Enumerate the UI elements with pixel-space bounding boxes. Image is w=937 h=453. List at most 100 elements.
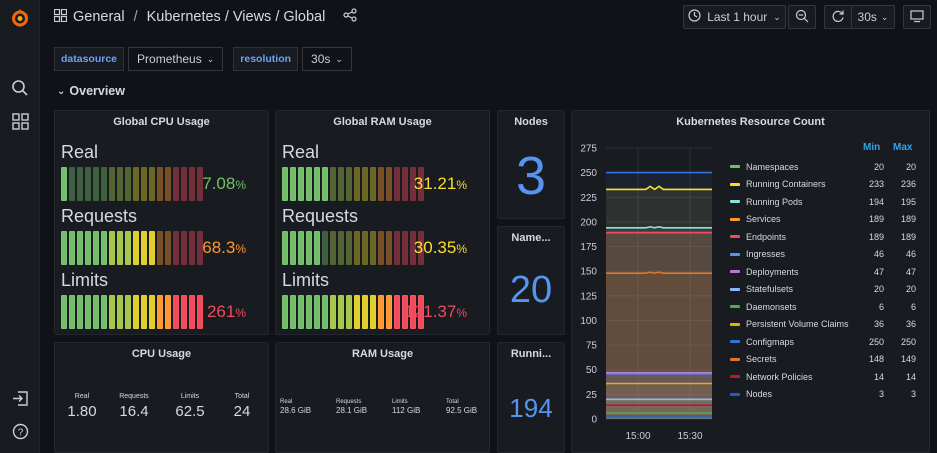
refresh-interval-label: 30s: [857, 10, 877, 24]
stat-value: 3: [515, 146, 547, 206]
legend-min-value: 3: [878, 389, 884, 399]
legend-swatch: [730, 305, 740, 308]
time-range-label: Last 1 hour: [707, 10, 768, 24]
refresh-button[interactable]: [824, 5, 852, 29]
resolution-value: 30s: [311, 52, 331, 66]
legend-min-header[interactable]: Min: [863, 142, 881, 153]
legend-min-value: 20: [873, 284, 884, 294]
legend-swatch: [730, 322, 740, 326]
legend-item[interactable]: Namespaces 20 20: [730, 158, 916, 175]
help-icon[interactable]: ?: [0, 420, 40, 442]
breadcrumb-folder[interactable]: General: [73, 9, 125, 25]
time-picker-button[interactable]: Last 1 hour ⌄: [683, 5, 786, 29]
gauge-segment: [386, 167, 392, 201]
gauge-value: 7.08%: [202, 174, 246, 193]
legend-series-name: Secrets: [746, 354, 777, 364]
tv-mode-button[interactable]: [903, 5, 931, 29]
gauge-bar: [282, 167, 424, 201]
legend-swatch: [730, 340, 740, 343]
gauge-segment: [298, 295, 304, 329]
legend-item[interactable]: Persistent Volume Claims 36 36: [730, 316, 916, 333]
series-area: [606, 232, 712, 419]
zoom-out-button[interactable]: [788, 5, 816, 29]
gauge-segment: [410, 231, 416, 265]
legend-series-name: Ingresses: [746, 249, 786, 259]
legend-min-value: 250: [868, 336, 884, 347]
gauge-segment: [61, 295, 67, 329]
stat-label: Limits: [180, 393, 200, 400]
legend-series-name: Configmaps: [746, 336, 795, 347]
y-tick-label: 50: [586, 365, 598, 376]
dashboards-icon[interactable]: [0, 110, 40, 132]
legend-max-header[interactable]: Max: [893, 142, 913, 153]
stat-total: Total 24: [223, 393, 261, 420]
gauge-segment: [133, 167, 139, 201]
gauge-segment: [173, 231, 179, 265]
gauge-segment: [189, 167, 195, 201]
legend-item[interactable]: Network Policies 14 14: [730, 368, 916, 385]
gauge-segment: [141, 167, 147, 201]
sign-in-icon[interactable]: [0, 387, 40, 409]
chevron-down-icon: ⌄: [57, 85, 66, 97]
gauge-segment: [330, 295, 336, 329]
panel-global-cpu-usage: Global CPU Usage Real 7.08% Requests 68.…: [54, 110, 269, 335]
gauge-segment: [338, 167, 344, 201]
legend-item[interactable]: Ingresses 46 46: [730, 246, 916, 263]
series-area: [606, 172, 712, 419]
breadcrumb-dashboard[interactable]: Kubernetes / Views / Global: [146, 9, 326, 25]
grafana-logo-icon[interactable]: [0, 6, 40, 30]
series-area: [606, 373, 712, 419]
legend-item[interactable]: Daemonsets 6 6: [730, 298, 916, 315]
gauge-segment: [362, 231, 368, 265]
gauge-segment: [370, 167, 376, 201]
legend-swatch: [730, 217, 740, 221]
series-area: [606, 416, 712, 419]
series-area: [606, 227, 712, 419]
legend-min-value: 47: [873, 266, 884, 277]
gauge-segment: [77, 231, 83, 265]
gauge-segment: [181, 167, 187, 201]
gauge-segment: [181, 231, 187, 265]
legend-series-name: Network Policies: [746, 371, 813, 382]
series-area: [606, 399, 712, 419]
stat-label: Real: [280, 399, 293, 405]
stat-total: Total 92.5 GiB: [446, 399, 489, 415]
legend-item[interactable]: Running Pods 194 195: [730, 193, 916, 210]
legend-item[interactable]: Configmaps 250 250: [730, 333, 916, 350]
gauge-label: Requests: [61, 206, 138, 226]
gauge-segment: [394, 167, 400, 201]
legend-item[interactable]: Deployments 47 47: [730, 263, 916, 280]
clock-icon: [688, 9, 701, 25]
legend-item[interactable]: Statefulsets 20 20: [730, 281, 916, 298]
legend-min-value: 233: [868, 179, 884, 189]
gauge-label: Requests: [282, 206, 359, 226]
legend-series-name: Running Containers: [746, 179, 826, 189]
breadcrumb-separator: /: [133, 9, 138, 25]
legend-item[interactable]: Nodes 3 3: [730, 386, 916, 403]
stat-value: 62.5: [175, 403, 205, 420]
legend-max-value: 189: [900, 231, 916, 242]
legend-item[interactable]: Endpoints 189 189: [730, 228, 916, 245]
gauge-segment: [370, 231, 376, 265]
gauge-segment: [173, 167, 179, 201]
resolution-select[interactable]: 30s ⌄: [302, 47, 352, 71]
share-icon[interactable]: [343, 8, 357, 26]
datasource-select[interactable]: Prometheus ⌄: [128, 47, 224, 71]
gauge-segment: [290, 167, 296, 201]
legend-swatch: [730, 252, 740, 256]
legend-item[interactable]: Services 189 189: [730, 211, 916, 228]
legend-item[interactable]: Secrets 148 149: [730, 351, 916, 368]
gauge-segment: [370, 295, 376, 329]
resource-count-chart[interactable]: 0 25 50 75 100 125 150 175 200 225 250 275 15:00 15:3…: [572, 111, 722, 453]
gauge-segment: [117, 167, 123, 201]
stat-limits: Limits 62.5: [167, 393, 213, 420]
refresh-interval-picker[interactable]: 30s ⌄: [851, 5, 895, 29]
gauge-segment: [378, 295, 384, 329]
series-line: [605, 225, 712, 229]
legend-series-name: Deployments: [746, 266, 799, 277]
gauge-bar: [61, 167, 203, 201]
legend-item[interactable]: Running Containers 233 236: [730, 176, 916, 193]
gauge-value: 121.37%: [404, 302, 467, 321]
search-icon[interactable]: [0, 77, 40, 99]
row-overview-toggle[interactable]: ⌄ Overview: [57, 84, 125, 98]
